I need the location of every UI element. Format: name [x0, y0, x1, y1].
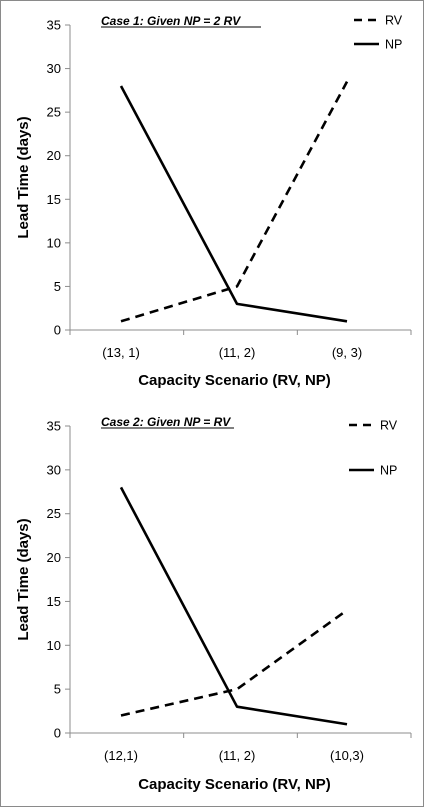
y-tick-label: 20: [47, 148, 61, 163]
case-title: Case 2: Given NP = RV: [101, 415, 231, 429]
legend-label-np: NP: [385, 38, 402, 52]
y-tick-label: 10: [47, 235, 61, 250]
series-line-np: [119, 85, 348, 323]
y-tick-label: 15: [47, 594, 61, 609]
series-line-np: [119, 486, 348, 726]
legend-label-rv: RV: [380, 419, 398, 433]
x-tick-label: (12,1): [104, 748, 138, 763]
case-title: Case 1: Given NP = 2 RV: [101, 14, 241, 28]
chart-case-2: 0 5 10 15 20 25 30 35 (12,1) (11, 2) (10,3) Capacit…: [15, 415, 412, 793]
legend-label-np: NP: [380, 464, 397, 478]
y-tick-label: 0: [54, 323, 61, 338]
y-axis-title: Lead Time (days): [15, 518, 32, 640]
x-tick-label: (10,3): [330, 748, 364, 763]
y-tick-label: 5: [54, 682, 61, 697]
y-tick-label: 0: [54, 726, 61, 741]
y-tick-label: 20: [47, 550, 61, 565]
y-tick-label: 5: [54, 279, 61, 294]
y-tick-label: 10: [47, 638, 61, 653]
series-line-rv: [120, 81, 349, 323]
y-tick-label: 30: [47, 61, 61, 76]
y-axis-title: Lead Time (days): [15, 116, 32, 238]
x-axis-title: Capacity Scenario (RV, NP): [138, 776, 331, 793]
x-tick-label: (9, 3): [332, 345, 362, 360]
y-tick-label: 25: [47, 506, 61, 521]
y-tick-label: 30: [47, 462, 61, 477]
legend-label-rv: RV: [385, 14, 403, 28]
x-axis-title: Capacity Scenario (RV, NP): [138, 372, 331, 389]
y-tick-label: 25: [47, 105, 61, 120]
y-tick-label: 15: [47, 192, 61, 207]
y-tick-label: 35: [47, 419, 61, 434]
x-tick-label: (11, 2): [219, 345, 256, 360]
x-tick-label: (11, 2): [219, 748, 256, 763]
x-tick-label: (13, 1): [102, 345, 140, 360]
y-tick-label: 35: [47, 18, 61, 33]
chart-case-1: 0 5 10 15 20 25 30 35 (13, 1) (11, 2) (9, 3)Capaci…: [15, 14, 412, 389]
